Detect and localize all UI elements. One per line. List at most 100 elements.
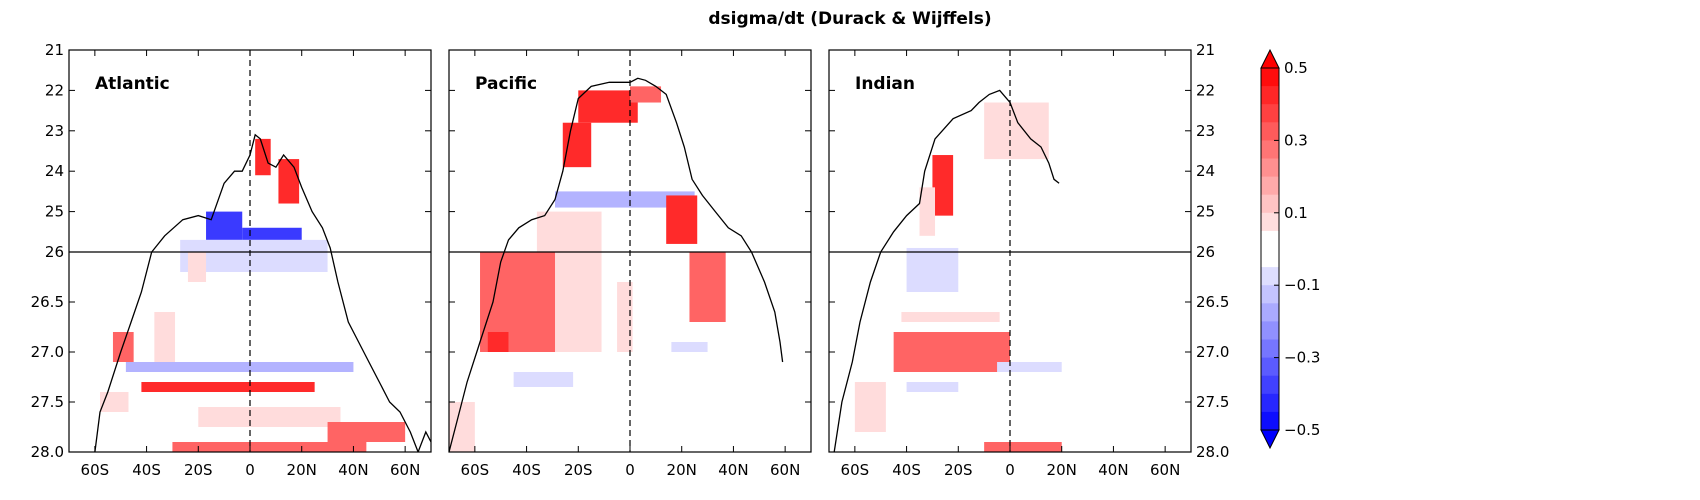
y-tick-label: 27.5 xyxy=(1196,393,1229,411)
y-tick-label: 22 xyxy=(45,81,64,99)
field-cell xyxy=(617,282,633,352)
basin-label: Atlantic xyxy=(95,74,170,94)
x-tick-label: 20S xyxy=(184,461,213,479)
x-tick-label: 40N xyxy=(718,461,748,479)
y-tick-label: 23 xyxy=(1196,122,1215,140)
y-tick-label: 27.0 xyxy=(1196,343,1229,361)
y-tick-label: 24 xyxy=(45,162,64,180)
colorbar-band xyxy=(1261,321,1279,340)
colorbar-band xyxy=(1261,339,1279,359)
colorbar-band xyxy=(1261,393,1279,413)
field-cell xyxy=(906,247,959,292)
colorbar-tick-label: 0.3 xyxy=(1284,131,1308,149)
field-cell xyxy=(984,102,1049,160)
colorbar-band xyxy=(1261,158,1279,178)
y-tick-label: 27.5 xyxy=(31,393,64,411)
basin-label: Indian xyxy=(855,74,915,94)
x-tick-label: 60N xyxy=(770,461,800,479)
field-cell xyxy=(198,407,341,427)
panels: Atlantic 60S 40S 20S 0 20N 40N 60N 21 22 23 24 25 26 2… xyxy=(31,41,1230,479)
colorbar-band xyxy=(1261,411,1279,431)
field-cell xyxy=(187,252,207,282)
x-tick-label: 60S xyxy=(81,461,110,479)
colorbar-band xyxy=(1261,249,1279,268)
colorbar-band xyxy=(1261,375,1279,395)
basin-label: Pacific xyxy=(475,74,537,94)
field-cell xyxy=(449,402,475,452)
field-cell xyxy=(242,227,302,240)
colorbar-band xyxy=(1261,68,1279,87)
x-tick-label: 0 xyxy=(1005,461,1015,479)
field-cell xyxy=(125,362,354,372)
panel-atlantic: Atlantic 60S 40S 20S 0 20N 40N 60N 21 22 23 24 25 26 2… xyxy=(31,41,432,479)
field-cell xyxy=(154,312,176,362)
field-cell xyxy=(172,442,367,452)
colorbar-extend-max xyxy=(1260,48,1280,69)
field-cell xyxy=(854,382,886,432)
colorbar-band xyxy=(1261,267,1279,286)
colorbar-extend-min xyxy=(1260,429,1280,450)
x-tick-label: 60S xyxy=(461,461,490,479)
colorbar-tick-label: −0.3 xyxy=(1284,349,1320,367)
field-cell xyxy=(997,362,1062,372)
y-tick-label: 26.5 xyxy=(31,293,64,311)
x-tick-label: 60N xyxy=(1150,461,1180,479)
x-tick-label: 40S xyxy=(512,461,541,479)
field-cell xyxy=(984,442,1062,452)
field-cell xyxy=(327,422,406,442)
x-tick-label: 20S xyxy=(944,461,973,479)
field-cell xyxy=(578,90,638,123)
field-cell xyxy=(630,86,662,103)
y-tick-label: 26 xyxy=(45,243,64,261)
field-cell xyxy=(555,191,695,208)
colorbar-band xyxy=(1261,303,1279,322)
x-tick-label: 20N xyxy=(287,461,317,479)
colorbar-tick-label: 0.1 xyxy=(1284,204,1308,222)
x-tick-label: 40N xyxy=(1098,461,1128,479)
x-tick-label: 40N xyxy=(338,461,368,479)
figure-title: dsigma/dt (Durack & Wijffels) xyxy=(708,9,991,29)
x-tick-label: 60S xyxy=(841,461,870,479)
field-cell xyxy=(487,332,509,352)
colorbar-band xyxy=(1261,86,1279,105)
field-cell xyxy=(666,195,698,244)
outcrop-line xyxy=(833,89,1060,452)
field-cell xyxy=(513,372,574,387)
colorbar-tick-label: 0.5 xyxy=(1284,59,1308,77)
x-tick-label: 0 xyxy=(625,461,635,479)
colorbar-band xyxy=(1261,230,1279,250)
field-cell xyxy=(689,252,726,322)
field-cell xyxy=(906,382,959,392)
x-tick-label: 20N xyxy=(1047,461,1077,479)
field-cell xyxy=(671,342,708,352)
field-cell xyxy=(278,159,300,204)
colorbar-band xyxy=(1261,357,1279,377)
y-tick-label: 23 xyxy=(45,122,64,140)
field-cell xyxy=(206,211,243,240)
field-cell xyxy=(901,312,1000,322)
colorbar-band xyxy=(1261,285,1279,304)
y-tick-label: 25 xyxy=(45,203,64,221)
field-cell xyxy=(112,332,134,362)
x-tick-label: 40S xyxy=(132,461,161,479)
field-cell xyxy=(893,332,1010,372)
x-tick-label: 20S xyxy=(564,461,593,479)
colorbar-tick-label: −0.5 xyxy=(1284,421,1320,439)
field-cell xyxy=(562,122,592,168)
panel-indian: Indian 60S 40S 20S 0 20N 40N 60N 21 22 23 24 25 26 26.… xyxy=(828,41,1229,479)
y-tick-label: 24 xyxy=(1196,162,1215,180)
colorbar-band xyxy=(1261,212,1279,232)
colorbar-band xyxy=(1261,122,1279,141)
colorbar-band xyxy=(1261,140,1279,159)
colorbar-frame xyxy=(1260,67,1280,431)
y-tick-label: 27.0 xyxy=(31,343,64,361)
y-tick-label: 28.0 xyxy=(1196,443,1229,461)
field-cell xyxy=(100,392,129,412)
x-tick-label: 60N xyxy=(390,461,420,479)
colorbar: 0.5 0.3 0.1 −0.1 −0.3 −0.5 xyxy=(1260,48,1320,450)
y-tick-label: 26.5 xyxy=(1196,293,1229,311)
field-cell xyxy=(932,155,954,216)
colorbar-tick-label: −0.1 xyxy=(1284,276,1320,294)
y-tick-label: 25 xyxy=(1196,203,1215,221)
